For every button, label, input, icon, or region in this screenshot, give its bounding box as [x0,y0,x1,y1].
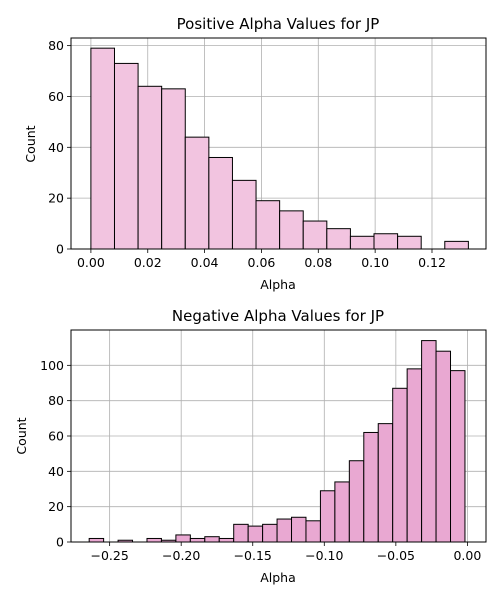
histogram-bar [161,88,186,250]
histogram-bar [348,460,365,543]
y-tick-label: 40 [48,140,64,155]
y-tick-label: 60 [48,429,64,444]
histogram-bar [302,220,328,250]
x-tick-label: −0.10 [305,548,343,563]
x-tick-label: −0.15 [234,548,272,563]
histogram-bar [247,525,264,543]
histogram-bar [113,62,139,250]
histogram-bar [276,518,293,543]
histogram-bar [88,537,105,543]
y-tick-label: 0 [56,535,64,550]
y-tick-label: 0 [56,242,64,257]
histogram-bar [90,47,115,250]
y-tick-label: 80 [48,393,64,408]
x-tick-label: −0.25 [90,548,128,563]
y-axis-ticks: 0 20 40 60 80 100 [40,358,71,550]
histogram-bar [444,240,469,250]
x-axis-ticks: 0.00 0.02 0.04 0.06 0.08 0.10 0.12 [77,249,446,270]
negative-alpha-histogram: −0.25 −0.20 −0.15 −0.10 −0.05 0.00 0 20 40 60 80 1… [14,307,487,585]
histogram-bar [146,537,162,543]
histogram-bar [373,233,399,250]
x-axis-label: Alpha [260,570,296,585]
y-axis-label: Count [23,125,38,162]
chart-title: Positive Alpha Values for JP [177,15,380,33]
histogram-bar [291,516,307,543]
histogram-bar [208,156,233,250]
x-tick-label: 0.12 [418,255,446,270]
histogram-bar [204,536,220,543]
histogram-bar [319,490,336,543]
histogram-bar [262,523,278,543]
histogram-bar [233,523,249,543]
y-tick-label: 20 [48,191,64,206]
x-tick-label: −0.05 [377,548,415,563]
histogram-bar [326,228,351,250]
y-tick-label: 40 [48,464,64,479]
histogram-bar [231,179,257,250]
histogram-bar [279,210,304,250]
x-tick-label: −0.20 [162,548,200,563]
histogram-bars [90,47,469,250]
histogram-bar [363,431,379,543]
histogram-bar [450,370,466,543]
y-tick-label: 20 [48,499,64,514]
y-tick-label: 80 [48,38,64,53]
histogram-bar [189,537,206,543]
histogram-bar [406,368,423,543]
x-tick-label: 0.02 [134,255,162,270]
histogram-bars [88,340,466,543]
histogram-bar [175,534,191,543]
y-axis-ticks: 0 20 40 60 80 [48,38,71,257]
histogram-bar [184,136,210,250]
histogram-bar [421,340,437,543]
histogram-bar [435,350,452,543]
histogram-bar [305,520,321,543]
chart-title: Negative Alpha Values for JP [172,307,384,325]
x-tick-label: 0.00 [453,548,481,563]
x-axis-ticks: −0.25 −0.20 −0.15 −0.10 −0.05 0.00 [90,542,481,563]
histogram-bar [377,423,394,543]
positive-alpha-histogram: 0.00 0.02 0.04 0.06 0.08 0.10 0.12 0 20 40 60 80 P… [23,15,487,292]
y-axis-label: Count [14,417,29,454]
x-tick-label: 0.08 [304,255,332,270]
histogram-bar [349,235,375,250]
histogram-bar [137,85,163,250]
plot-frame [70,37,487,250]
x-tick-label: 0.06 [248,255,276,270]
x-tick-label: 0.00 [77,255,105,270]
histogram-bar [255,200,281,250]
histogram-bar [397,235,422,250]
y-tick-label: 60 [48,89,64,104]
y-tick-label: 100 [40,358,64,373]
x-tick-label: 0.04 [191,255,219,270]
x-tick-label: 0.10 [361,255,389,270]
histogram-bar [218,537,235,543]
x-axis-label: Alpha [260,277,296,292]
histogram-bar [334,481,350,543]
histogram-bar [392,387,408,543]
